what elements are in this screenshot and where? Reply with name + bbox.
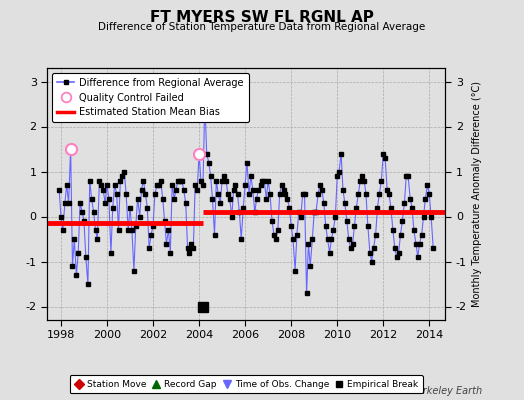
Y-axis label: Monthly Temperature Anomaly Difference (°C): Monthly Temperature Anomaly Difference (…: [473, 81, 483, 307]
Legend: Station Move, Record Gap, Time of Obs. Change, Empirical Break: Station Move, Record Gap, Time of Obs. C…: [70, 376, 423, 394]
Text: Berkeley Earth: Berkeley Earth: [410, 386, 482, 396]
Text: FT MYERS SW FL RGNL AP: FT MYERS SW FL RGNL AP: [150, 10, 374, 25]
Legend: Difference from Regional Average, Quality Control Failed, Estimated Station Mean: Difference from Regional Average, Qualit…: [52, 73, 248, 122]
Text: Difference of Station Temperature Data from Regional Average: Difference of Station Temperature Data f…: [99, 22, 425, 32]
